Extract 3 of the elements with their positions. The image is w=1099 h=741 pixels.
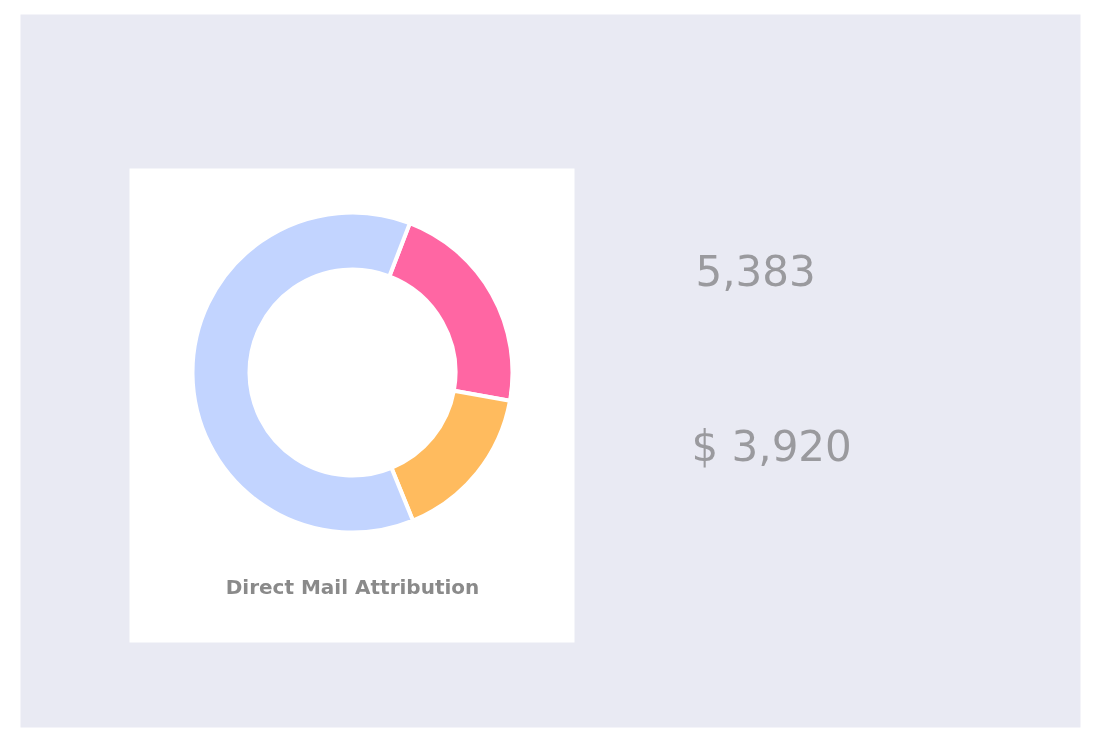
text: $ 3,920	[691, 422, 852, 471]
text: Direct Mail Attribution	[225, 574, 480, 599]
text: 5,383	[695, 247, 816, 296]
